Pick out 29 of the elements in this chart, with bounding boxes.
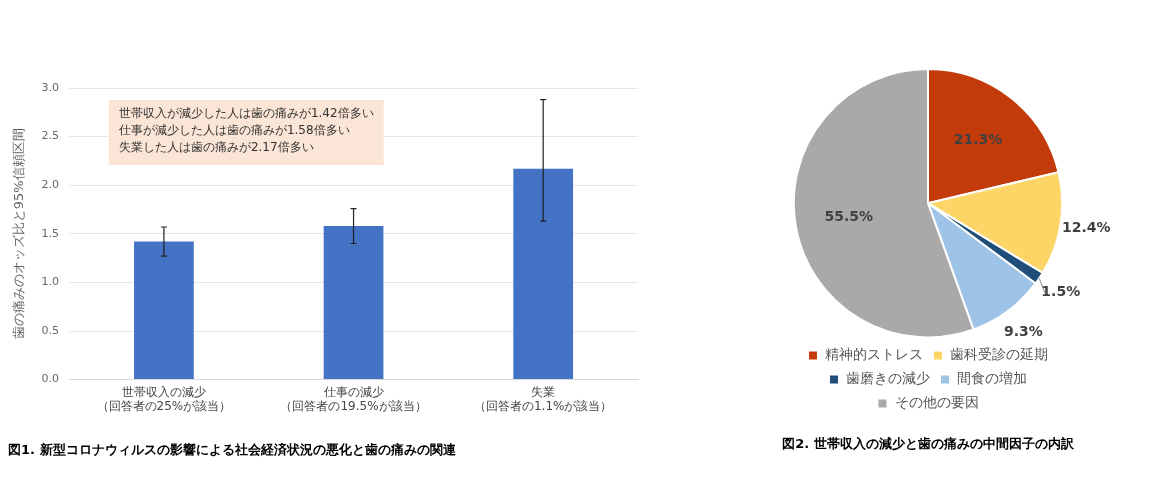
data-label: 21.3% [953,130,1003,147]
annotation: 失業した人は歯の痛みが2.17倍多い [118,140,314,155]
data-label: 55.5% [824,207,873,224]
data-label: 9.3% [1003,322,1043,339]
legend-label: 歯磨きの減少 [846,370,930,387]
y-tick-label: 1.5 [41,226,60,240]
y-tick-label: 0.5 [41,323,60,337]
y-tick-label: 2.5 [41,129,60,143]
y-tick-label: 2.0 [41,178,60,192]
x-tick-label: 仕事の減少（回答者の19.5%が該当） [280,384,427,414]
y-axis-title: 歯の痛みのオッズ比と95%信頼区間 [11,128,27,340]
legend-label: 歯科受診の延期 [950,346,1048,363]
annotation: 仕事が減少した人は歯の痛みが1.58倍多い [117,123,350,138]
y-tick-label: 3.0 [41,80,60,94]
text: 図2. 世帯収入の減少と歯の痛みの中間因子の内訳 [782,435,1075,451]
text: 図1. 新型コロナウィルスの影響による社会経済状況の悪化と歯の痛みの関連 [8,441,457,457]
legend-label: 精神的ストレス [825,346,923,363]
x-tick-label: 失業（回答者の1.1%が該当） [473,384,613,414]
data-label: 12.4% [1061,218,1111,235]
x-tick-label: 世帯収入の減少（回答者の25%が該当） [96,384,232,414]
bar [323,226,384,380]
bar [134,241,194,380]
y-tick-label: 1.0 [41,275,60,289]
y-tick-label: 0.0 [41,372,60,386]
data-label: 1.5% [1041,283,1081,300]
bar [513,168,574,380]
legend-label: 間食の増加 [957,370,1027,387]
annotation: 世帯収入が減少した人は歯の痛みが1.42倍多い [118,106,374,121]
legend-label: その他の要因 [894,394,979,411]
